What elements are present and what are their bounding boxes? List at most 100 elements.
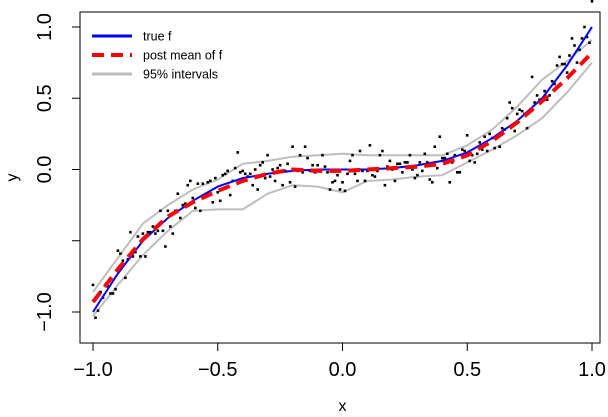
observation-point [590,0,594,3]
observation-point [408,153,412,157]
observation-point [583,25,586,29]
observation-point [164,245,167,248]
observation-point [550,79,554,83]
y-tick-label: −1.0 [34,292,56,331]
observation-point [214,176,217,180]
observation-point [291,145,294,148]
observation-point [211,201,215,204]
observation-point [253,168,257,171]
observation-point [431,181,434,184]
observation-point [520,109,524,113]
observation-point [388,159,392,163]
observation-point [456,171,459,174]
observation-point [475,152,479,156]
observation-point [149,230,152,234]
observation-point [373,175,377,178]
observation-point [209,179,212,183]
observation-point [428,178,432,181]
observation-point [301,171,304,174]
observation-point [226,169,229,173]
observation-point [331,181,334,184]
observation-point [548,94,551,97]
observation-point [468,159,471,163]
legend-label-intervals: 95% intervals [143,68,218,82]
observation-point [508,101,511,104]
observation-point [513,129,516,133]
observation-point [473,161,476,164]
observation-point [316,163,319,167]
observation-point [154,232,157,235]
observation-point [416,173,419,177]
observation-point [488,132,491,136]
observation-point [119,252,122,255]
observation-point [426,161,429,164]
observation-point [216,191,219,194]
observation-point [396,162,399,166]
observation-point [189,179,192,183]
observation-point [483,135,486,138]
observation-point [256,188,259,191]
x-axis: −1.0 −0.5 0.0 0.5 1.0 [73,342,606,381]
observation-point [438,135,442,138]
observation-point [533,101,536,104]
y-axis-label: y [4,174,21,182]
observation-point [303,145,307,148]
post-mean-line-layer [91,51,594,304]
observation-point [575,61,579,64]
observation-point [563,62,566,66]
observation-point [146,230,150,234]
observation-point [368,144,372,147]
observation-point [326,171,329,174]
observation-point [348,159,352,163]
observation-point [441,156,444,160]
observation-point [545,98,549,101]
observation-point [228,193,232,197]
observation-point [201,182,205,185]
observation-point [465,134,469,137]
observation-point [363,179,367,183]
x-tick-label: −1.0 [73,359,112,381]
observation-point [176,192,180,195]
observation-point [470,153,474,157]
observation-point [96,309,100,312]
observation-point [443,156,447,160]
observation-point [381,149,384,153]
observation-point [371,173,374,177]
observation-point [278,163,282,167]
observation-point [393,179,397,183]
observation-point [273,179,277,183]
observation-point [543,89,546,93]
observation-point [293,185,297,188]
observation-point [306,156,309,160]
observation-point [485,149,489,153]
observation-point [448,181,452,184]
observation-point [573,44,576,47]
observation-point [141,232,145,235]
observation-point [238,171,242,174]
interval-line-upper [92,39,593,293]
observation-point [236,151,239,154]
observation-point [261,161,264,164]
observation-point [336,173,339,177]
observation-point [505,116,509,120]
observation-point [433,145,437,148]
observation-point [161,229,165,233]
y-tick-label: 0.0 [34,156,56,184]
observation-point [500,126,504,130]
x-tick-label: 0.5 [453,359,481,381]
observation-point [515,112,519,116]
observation-point [493,146,496,150]
observation-point [196,182,200,185]
observation-point [555,64,559,67]
observation-point [565,71,569,74]
observation-point [560,62,564,66]
observation-point [333,179,337,183]
observation-point [233,166,237,170]
observation-point [535,94,539,97]
observation-point [568,54,571,57]
observation-point [114,287,117,291]
y-tick-label: 1.0 [34,13,56,41]
observation-point [241,169,244,173]
observation-point [351,153,354,157]
